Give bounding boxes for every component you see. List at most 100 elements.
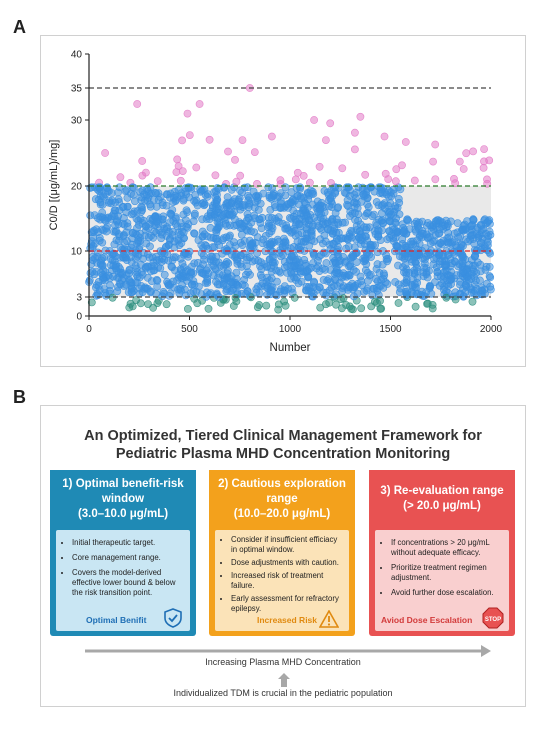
data-point [185,273,194,282]
data-point [210,188,219,196]
data-point [322,291,330,300]
data-point [387,210,395,219]
data-point [287,188,296,197]
data-point [468,297,477,306]
data-point [219,262,228,271]
y-tick-label: 40 [71,50,83,61]
data-point [303,225,311,234]
data-point [257,224,266,233]
data-point [305,216,314,225]
data-point [92,291,101,300]
data-point [353,289,362,298]
data-point [316,224,325,232]
data-point [362,223,371,232]
data-point [225,210,234,219]
data-point [255,301,264,309]
data-point [344,242,353,251]
data-point [359,190,367,199]
data-point [374,232,383,241]
data-point [309,251,318,260]
data-point [268,213,276,222]
data-point [267,132,276,141]
data-point [142,168,150,177]
data-point [470,252,479,261]
data-point [267,286,276,295]
data-point [215,269,223,278]
data-point [352,258,361,266]
data-point [178,269,187,277]
data-point [469,216,478,225]
data-point [213,237,222,246]
data-point [391,177,400,186]
data-point [236,171,245,180]
data-point [242,216,251,225]
data-point [185,131,194,139]
data-point [227,185,236,194]
data-point [154,195,163,204]
data-point [133,100,142,108]
data-point [395,198,404,207]
data-point [323,188,332,197]
data-point [160,270,169,279]
data-point [290,293,299,302]
data-point [372,265,381,273]
data-point [291,175,300,184]
data-point [337,234,346,243]
data-point [135,284,144,293]
data-point [133,207,142,215]
data-point [378,200,387,209]
data-point [188,280,196,289]
card-cautious-subtitle: range [266,492,298,505]
y-tick-label: 10 [71,247,83,258]
data-point [183,304,192,313]
data-point [277,199,285,208]
card-cautious-bullet: Early assessment for refractory epilepsy… [231,594,343,614]
data-point [149,303,157,312]
data-point [409,240,417,248]
x-tick-label: 1000 [279,324,302,335]
data-point [429,238,437,246]
data-point [176,176,185,185]
card-optimal-body: Initial therapeutic target. Core managem… [56,530,190,631]
data-point [162,201,171,210]
data-point [450,174,458,183]
data-point [281,238,290,247]
card-reevaluation-footer: Aviod Dose Escalation [381,615,473,625]
card-reevaluation-bullet: Avoid further dose escalation. [391,588,503,598]
data-point [128,302,137,311]
data-point [433,216,441,225]
data-point [480,145,488,153]
data-point [112,266,121,275]
data-point [132,296,140,304]
data-point [399,227,408,236]
data-point [413,220,422,229]
data-point [215,221,224,230]
concentration-axis-label: Increasing Plasma MHD Concentration [205,657,361,667]
data-point [274,305,283,314]
data-point [289,195,297,204]
data-point [206,233,215,242]
up-arrow-icon [278,673,290,687]
data-points [85,84,495,314]
data-point [178,167,187,175]
data-point [442,293,451,302]
data-point [305,191,313,200]
data-point [327,217,336,226]
data-point [223,193,232,201]
data-point [176,284,184,293]
x-axis-ticks: 0 500 1000 1500 2000 [86,316,503,335]
data-point [363,200,372,209]
data-point [297,237,306,246]
data-point [352,188,361,197]
data-point [280,289,289,297]
data-point [429,260,438,269]
data-point [118,203,127,212]
data-point [250,148,259,156]
data-point [133,272,142,281]
card-cautious-bullet: Consider if insufficient efficiacy in op… [231,535,343,555]
data-point [456,244,465,252]
card-cautious-bullet: Increased risk of treatment failure. [231,571,343,591]
data-point [168,263,177,272]
data-point [391,278,400,286]
data-point [431,175,440,184]
